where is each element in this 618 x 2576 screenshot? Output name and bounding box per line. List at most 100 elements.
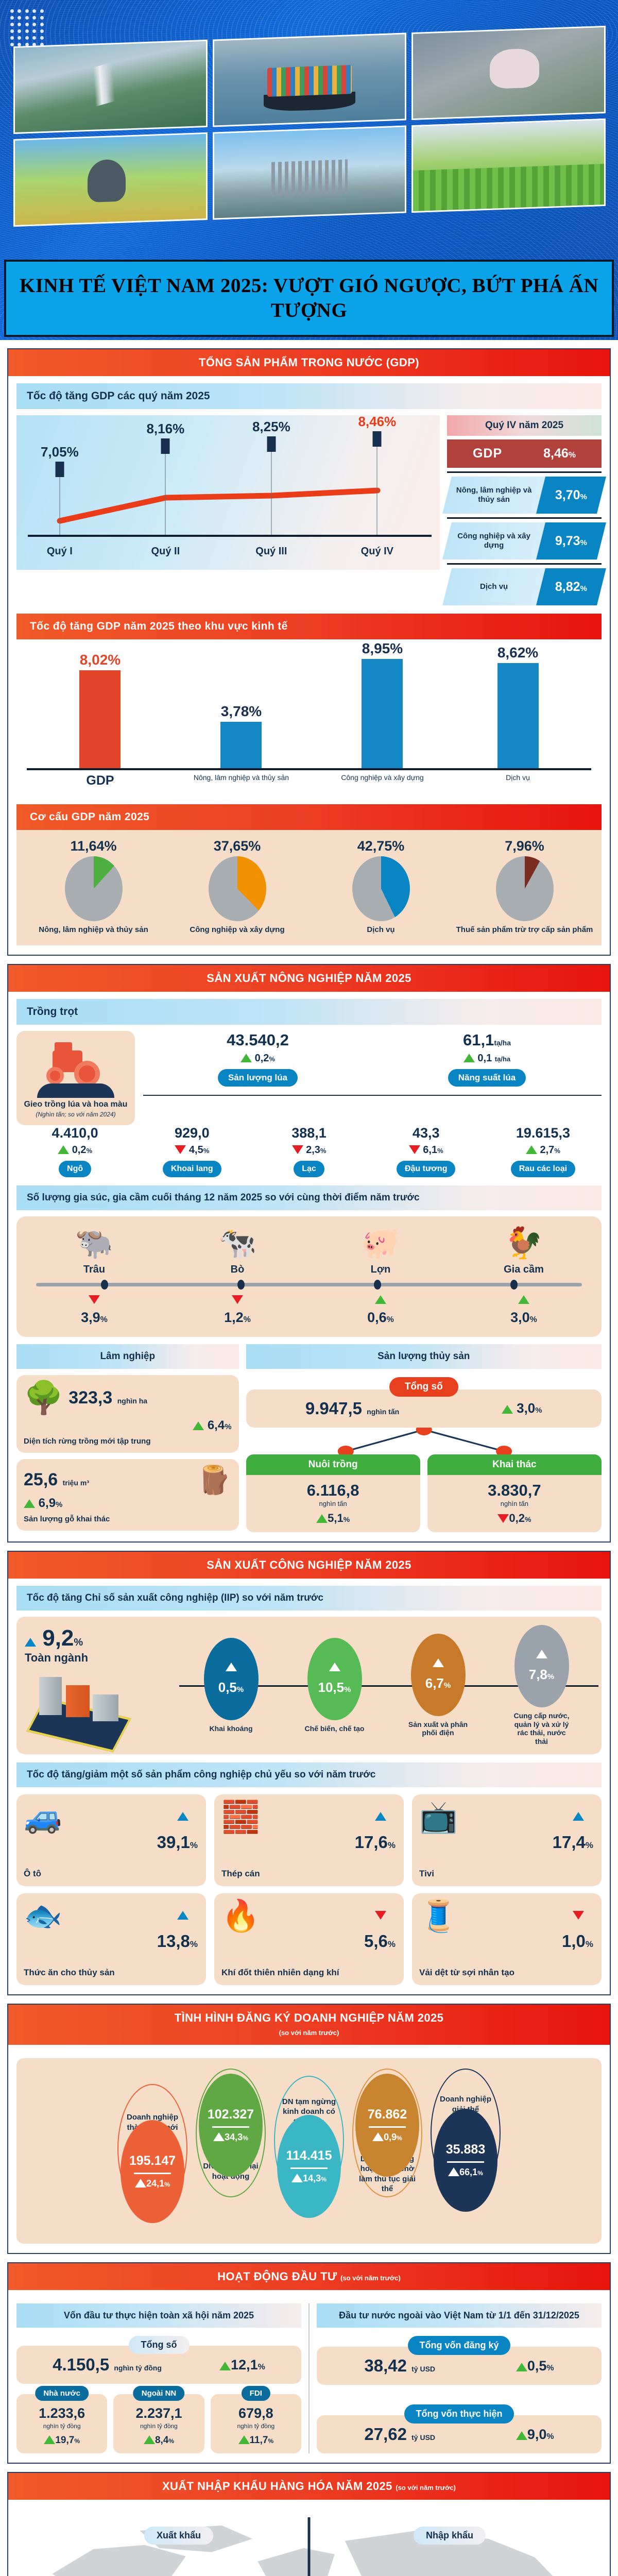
livestock-value-row: 3,9% 1,2% 0,6% 3,0% [23, 1295, 595, 1326]
kpi-vegetables-delta: 2,7% [485, 1144, 602, 1156]
livestock-label-cow: Bò [230, 1263, 245, 1275]
investment-foreign-column: Đầu tư nước ngoài vào Việt Nam từ 1/1 đế… [317, 2303, 602, 2454]
iip-branch-manufacturing-label: Chế biến, chế tạo [304, 1724, 365, 1733]
investment-fdi-unit: nghìn tỷ đồng [237, 2422, 275, 2430]
product-card-fishfeed: 🐟 13,8% Thức ăn cho thủy sản [16, 1893, 206, 1985]
triangle-up-icon [241, 1053, 252, 1062]
triangle-up-icon [518, 1295, 529, 1304]
divider [447, 471, 602, 473]
divider [447, 517, 602, 519]
greenhouse-photo [411, 118, 606, 213]
product-gas-value: 5,6% [364, 1931, 396, 1951]
fishery-total-tag: Tổng số [389, 1377, 458, 1397]
investment-section-sub: (so với năm trước) [340, 2274, 401, 2282]
factory-worker-photo [411, 25, 606, 121]
investment-domestic-total-value: 4.150,5 nghìn tỷ đồng [53, 2355, 162, 2375]
triangle-down-icon [408, 1145, 420, 1154]
bar-services-column [497, 663, 539, 768]
product-tv-value: 17,4% [552, 1832, 593, 1852]
investment-nonstate-unit: nghìn tỷ đồng [140, 2422, 178, 2430]
enterprise-resumed-value: 102.327 [207, 2107, 254, 2122]
trade-divider [307, 2517, 311, 2576]
iip-total-block: 9,2% Toàn ngành [25, 1625, 174, 1753]
investment-nonstate-card: Ngoài NN 2.237,1 nghìn tỷ đồng 8,4% [113, 2386, 204, 2454]
triangle-down-icon [573, 1910, 584, 1920]
investment-state-value: 1.233,6 [39, 2405, 85, 2421]
steel-icon: 🧱 [221, 1799, 260, 1834]
gdp-sector-bar-chart: 8,02% GDP 3,78% Nông, lâm nghiệp và thủy… [27, 640, 591, 799]
investment-breakdown-row: Nhà nước 1.233,6 nghìn tỷ đồng 19,7% Ngo… [16, 2386, 301, 2454]
bar-services-label: Dịch vụ [506, 773, 530, 782]
product-fishfeed-value: 13,8% [157, 1931, 198, 1951]
livestock-cell-poultry: 🐓 Gia cầm [452, 1226, 595, 1276]
enterprise-new-delta: 24,1% [135, 2178, 170, 2189]
livestock-icon-row: 🐃 Trâu 🐄 Bò 🐖 Lợn 🐓 Gia cầm [23, 1226, 595, 1276]
triangle-down-icon [175, 1145, 186, 1154]
industry-panel: SẢN XUẤT CÔNG NGHIỆP NĂM 2025 Tốc độ tăn… [7, 1550, 611, 1995]
investment-nonstate-value: 2.237,1 [135, 2405, 182, 2421]
triangle-up-icon [501, 1405, 513, 1414]
investment-disbursed-value: 27,62 tỷ USD [364, 2425, 436, 2444]
iip-total-value: 9,2% [25, 1625, 174, 1651]
iip-branch-electricity-oval: 6,7% [410, 1633, 466, 1716]
gdp-xlabel-q1: Quý I [46, 546, 73, 557]
gdp-value-q1: 7,05% [40, 444, 79, 460]
buffalo-icon: 🐃 [75, 1225, 114, 1260]
import-block: Nhập khẩu 455,01 tỷ USD 19,4% [365, 2527, 535, 2576]
q4-gdp-box: GDP 8,46% [447, 439, 602, 468]
investment-fdi-value: 679,8 [238, 2405, 273, 2421]
enterprise-suspended: DN tạm ngừng kinh doanh có thời hạn 114.… [270, 2069, 348, 2233]
fishery-aquaculture-unit: nghìn tấn [319, 1499, 347, 1507]
kpi-corn-delta: 0,2% [16, 1144, 133, 1156]
trade-map-area: Xuất khẩu 475,04 tỷ USD 17,0% Nhập khẩu … [16, 2512, 602, 2576]
livestock-dot-poultry [510, 1279, 518, 1290]
livestock-subheader: Số lượng gia súc, gia cầm cuối tháng 12 … [16, 1185, 602, 1210]
gdp-value-q3: 8,25% [252, 419, 290, 434]
gdp-section-header: TỔNG SẢN PHẨM TRONG NƯỚC (GDP) [8, 349, 610, 376]
kpi-rice-output-pill: Sản lượng lúa [217, 1069, 298, 1087]
pie-label-industry: Công nghiệp và xây dựng [190, 925, 285, 934]
triangle-up-icon [135, 2179, 147, 2188]
q4-gdp-value: 8,46% [543, 446, 576, 461]
gdp-structure-pie-row: 11,64% Nông, lâm nghiệp và thủy sản 37,6… [16, 830, 602, 945]
export-tag: Xuất khẩu [144, 2527, 214, 2545]
wood-output-delta: 6,9% [24, 1496, 232, 1511]
bar-industry-column [362, 659, 403, 768]
pie-chart-services [352, 856, 410, 921]
livestock-label-buffalo: Trâu [83, 1263, 106, 1275]
enterprise-suspended-delta: 14,3% [291, 2173, 327, 2184]
tractor-card: Gieo trồng lúa và hoa màu (Nghìn tấn; so… [16, 1030, 135, 1125]
kpi-sweet-potato-pill: Khoai lang [162, 1160, 221, 1177]
iip-branch-manufacturing-oval: 10,5% [307, 1637, 362, 1720]
enterprise-resumed: DN quay trở lại hoạt động 102.327 34,3% [192, 2068, 270, 2233]
trade-panel: XUẤT NHẬP KHẨU HÀNG HÓA NĂM 2025 (so với… [7, 2472, 611, 2576]
fishery-aquaculture-header: Nuôi trồng [246, 1454, 420, 1475]
enterprise-new: Doanh nghiệp thành lập mới 195.147 24,1% [113, 2069, 192, 2233]
triangle-up-icon [238, 2435, 250, 2445]
fishery-total-delta: 3,0% [501, 1400, 542, 1416]
enterprises-section-header: TÌNH HÌNH ĐĂNG KÝ DOANH NGHIỆP NĂM 2025 … [8, 2004, 610, 2045]
triangle-up-icon [193, 1421, 204, 1430]
triangle-up-icon [213, 2132, 225, 2142]
gdp-marker-q3 [267, 436, 276, 452]
gdp-marker-q4 [372, 431, 382, 447]
bar-industry: 8,95% Công nghiệp và xây dựng [341, 640, 423, 782]
iip-branch-mining-value: 0,5% [218, 1679, 244, 1695]
tractor-subcaption: (Nghìn tấn; so với năm 2024) [36, 1110, 116, 1118]
enterprise-suspended-value: 114.415 [286, 2148, 332, 2163]
kpi-peanut-value: 388,1 [291, 1125, 327, 1141]
triangle-up-icon [25, 1638, 36, 1647]
enterprise-resumed-bubble: 102.327 34,3% [199, 2073, 263, 2177]
iip-card: 9,2% Toàn ngành 0,5% Khai khoáng [16, 1616, 602, 1754]
kpi-rice-output-value: 43.540,2 [227, 1030, 289, 1049]
forestry-column: Lâm nghiệp 🌳 323,3 nghìn ha 6,4% Diện tí… [16, 1344, 239, 1532]
product-card-steel: 🧱 17,6% Thép cán [214, 1794, 404, 1886]
gdp-value-q4: 8,46% [358, 414, 397, 429]
kpi-rice-yield-pill: Năng suất lúa [448, 1069, 526, 1087]
investment-domestic-tag: Tổng số [128, 2336, 190, 2354]
kpi-soybean: 43,3 6,1% Đậu tương [368, 1125, 485, 1177]
gdp-structure-subheader: Cơ cấu GDP năm 2025 [16, 804, 602, 830]
q4-row-agriculture: Nông, lâm nghiệp và thủy sản 3,70% [442, 477, 606, 514]
products-row-2: 🐟 13,8% Thức ăn cho thủy sản 🔥 5,6% Khí … [16, 1893, 602, 1985]
forest-area-delta: 6,4% [24, 1418, 232, 1433]
